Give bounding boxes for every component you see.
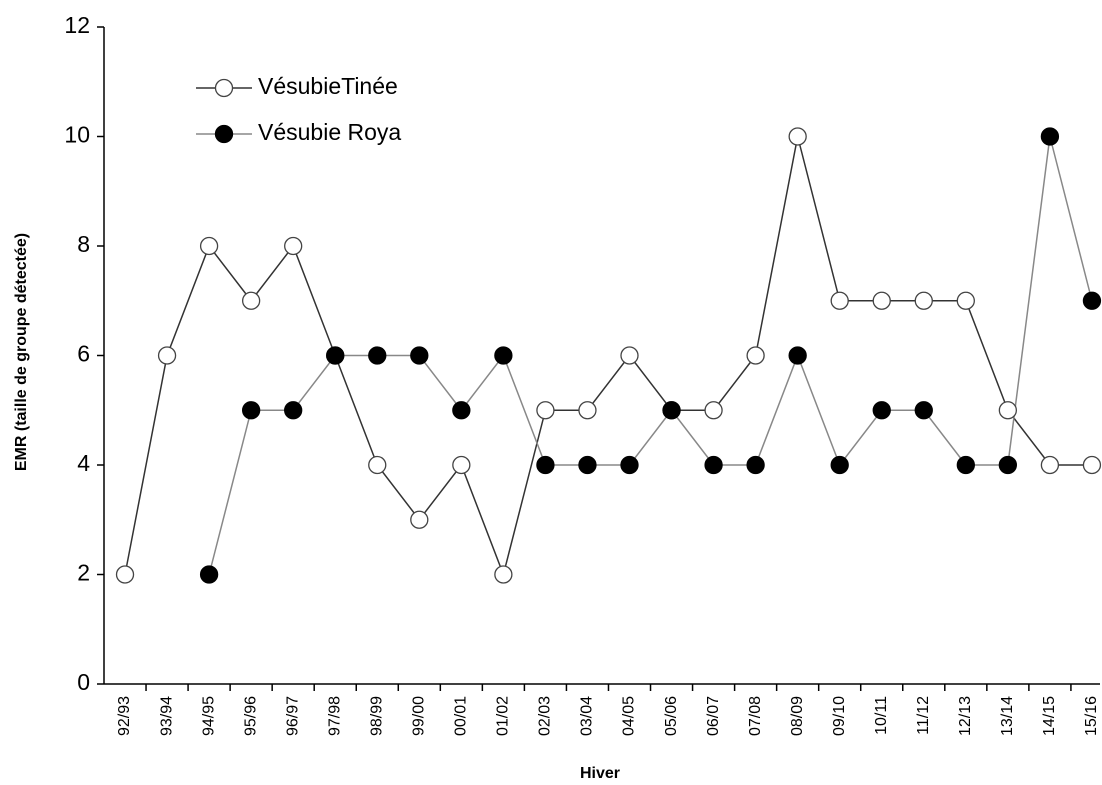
marker [956,291,975,310]
marker [199,236,219,256]
marker [536,401,555,420]
x-tick-label: 05/06 [663,696,680,736]
marker [872,291,891,310]
marker [956,455,975,475]
x-tick-label: 02/03 [537,696,554,736]
y-tick-label: 0 [77,669,90,695]
marker [914,401,933,420]
x-tick-label: 10/11 [873,696,890,735]
marker [746,455,765,475]
series-line [208,136,1093,575]
marker [241,401,261,420]
marker [704,455,723,475]
marker [830,291,849,310]
x-tick-label: 12/13 [957,696,974,736]
x-tick-label: 94/95 [200,696,217,736]
x-tick-label: 98/99 [368,696,385,736]
marker [1082,455,1102,475]
x-tick-label: 99/00 [411,696,428,736]
marker [326,346,345,365]
marker [914,291,933,310]
marker [578,455,597,475]
marker [284,401,303,420]
x-tick-label: 00/01 [453,696,470,736]
marker [788,346,807,365]
marker [1040,455,1060,475]
x-tick-label: 03/04 [579,696,596,736]
marker [578,401,597,420]
y-tick-label: 8 [77,231,90,257]
marker [157,346,177,365]
x-tick-label: 14/15 [1041,696,1058,736]
x-tick-label: 13/14 [999,696,1016,736]
legend-label: VésubieTinée [258,73,398,99]
x-tick-label: 15/16 [1083,696,1100,736]
x-axis-title: Hiver [580,765,620,782]
y-tick-label: 10 [64,122,90,148]
legend-marker [214,78,234,98]
y-tick-label: 2 [77,560,90,586]
marker [115,565,135,584]
marker [704,401,723,420]
legend-label: Vésubie Roya [258,119,401,145]
x-tick-label: 95/96 [242,696,259,736]
marker [788,127,807,146]
marker [410,510,429,529]
marker [620,455,639,475]
marker [410,346,429,365]
x-tick-label: 06/07 [705,696,722,736]
x-tick-label: 09/10 [831,696,848,736]
marker [1040,127,1060,146]
marker [746,346,765,365]
x-tick-label: 11/12 [915,696,932,735]
marker [662,401,681,420]
x-tick-label: 07/08 [747,696,764,736]
marker [998,455,1018,475]
x-tick-label: 04/05 [621,696,638,736]
marker [998,401,1018,420]
marker [452,401,471,420]
marker [241,291,261,310]
marker [494,565,513,584]
marker [452,455,471,475]
x-tick-label: 93/94 [158,696,175,736]
marker [536,455,555,475]
marker [368,455,387,475]
y-tick-label: 6 [77,341,90,367]
legend-marker [214,124,234,144]
marker [1082,291,1102,310]
marker [284,236,303,256]
x-tick-label: 97/98 [326,696,343,736]
y-tick-label: 4 [77,450,90,476]
x-tick-label: 96/97 [284,696,301,736]
marker [199,565,219,584]
series-line [124,136,1092,577]
marker [368,346,387,365]
marker [830,455,849,475]
marker [494,346,513,365]
x-tick-label: 01/02 [495,696,512,736]
marker [872,401,891,420]
y-axis-title: EMR (taille de groupe détectée) [13,233,30,471]
y-tick-label: 12 [64,12,90,38]
x-tick-label: 92/93 [116,696,133,736]
marker [620,346,639,365]
x-tick-label: 08/09 [789,696,806,736]
